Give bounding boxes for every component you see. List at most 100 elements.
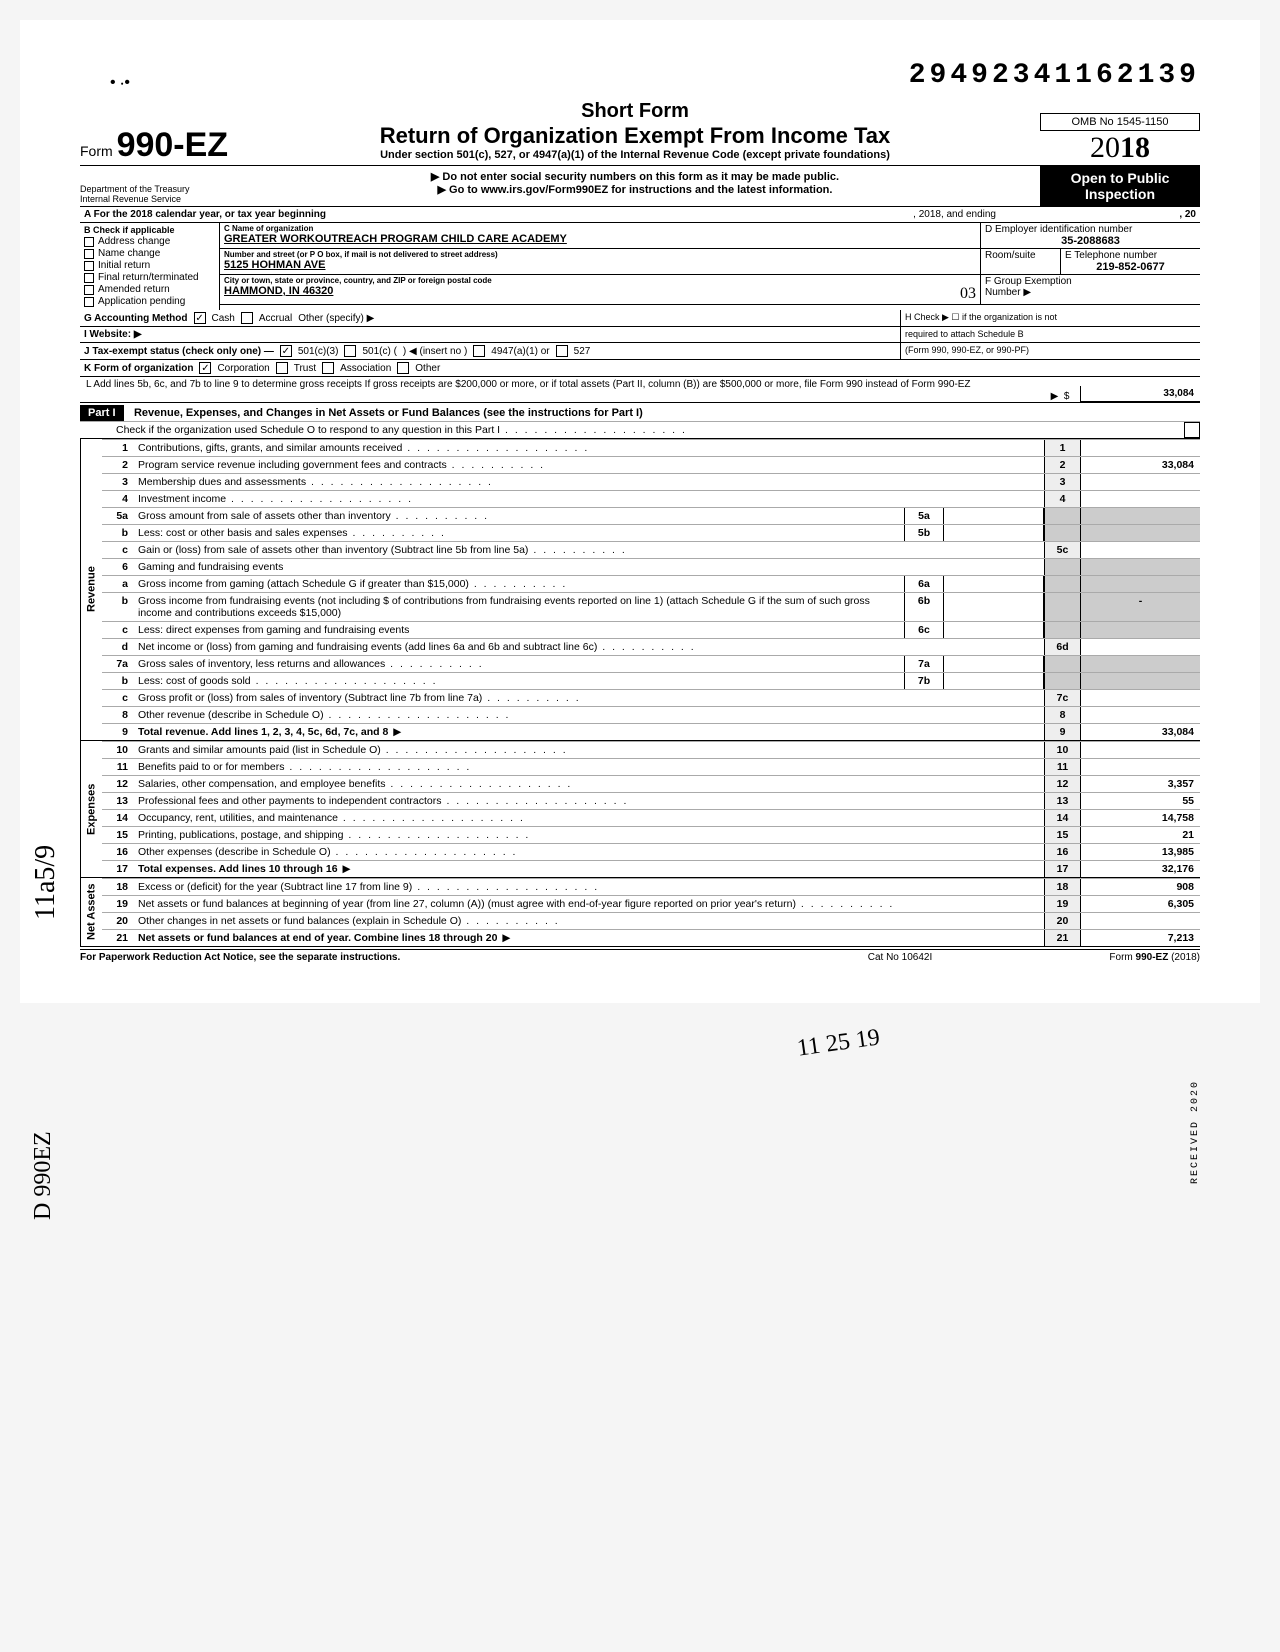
- dept-cell: Department of the Treasury Internal Reve…: [80, 166, 230, 206]
- chk-final-return[interactable]: Final return/terminated: [84, 272, 215, 283]
- margin-note-2: D 990EZ: [30, 1131, 57, 1220]
- d-ein: D Employer identification number 35-2088…: [980, 223, 1200, 248]
- chk-name-change[interactable]: Name change: [84, 248, 215, 259]
- f-label: F Group Exemption: [985, 276, 1196, 287]
- part1-title: Revenue, Expenses, and Changes in Net As…: [134, 407, 643, 419]
- side-revenue: Revenue: [80, 439, 102, 740]
- l-text: L Add lines 5b, 6c, and 7b to line 9 to …: [80, 377, 1040, 402]
- chk-trust[interactable]: [276, 362, 288, 374]
- h-text1: H Check ▶ ☐ if the organization is not: [905, 312, 1196, 323]
- name-block: B Check if applicable Address change Nam…: [80, 223, 1200, 310]
- chk-app-pending[interactable]: Application pending: [84, 296, 215, 307]
- line-12: 12Salaries, other compensation, and empl…: [102, 775, 1200, 792]
- chk-cash[interactable]: ✓: [194, 312, 206, 324]
- short-form-label: Short Form: [230, 100, 1040, 123]
- chk-other[interactable]: [397, 362, 409, 374]
- dept-line2: Internal Revenue Service: [80, 194, 230, 204]
- form-label: Form: [80, 143, 113, 159]
- chk-501c3[interactable]: ✓: [280, 345, 292, 357]
- c-label: C Name of organization: [224, 224, 976, 233]
- l-value: 33,084: [1080, 386, 1200, 402]
- line-a-mid: , 2018, and ending: [909, 207, 1000, 222]
- line-4: 4Investment income4: [102, 490, 1200, 507]
- line-18: 18Excess or (deficit) for the year (Subt…: [102, 878, 1200, 895]
- inspect-line1: Open to Public: [1042, 170, 1198, 186]
- line-7a: 7aGross sales of inventory, less returns…: [102, 655, 1200, 672]
- form-990ez-page: • ⸳• 29492341162139 Form 990-EZ Short Fo…: [20, 20, 1260, 1003]
- i-label: I Website: ▶: [84, 329, 142, 340]
- line-6c: cLess: direct expenses from gaming and f…: [102, 621, 1200, 638]
- netassets-section: Net Assets 18Excess or (deficit) for the…: [80, 877, 1200, 947]
- part1-badge: Part I: [80, 405, 124, 421]
- line-6: 6Gaming and fundraising events: [102, 558, 1200, 575]
- form-number-cell: Form 990-EZ: [80, 126, 230, 165]
- subtitle: Under section 501(c), 527, or 4947(a)(1)…: [230, 149, 1040, 161]
- line-5a: 5aGross amount from sale of assets other…: [102, 507, 1200, 524]
- omb-number: OMB No 1545-1150: [1040, 113, 1200, 131]
- header-row2: Department of the Treasury Internal Reve…: [80, 166, 1200, 207]
- row-l: L Add lines 5b, 6c, and 7b to line 9 to …: [80, 377, 1200, 403]
- column-cdef: C Name of organization GREATER WORKOUTRE…: [220, 223, 1200, 310]
- line-17: 17Total expenses. Add lines 10 through 1…: [102, 860, 1200, 877]
- line-14: 14Occupancy, rent, utilities, and mainte…: [102, 809, 1200, 826]
- form-number: Form 990-EZ: [80, 143, 228, 159]
- ogden-stamp: RECEIVED 2020: [1190, 1080, 1201, 1184]
- chk-assoc[interactable]: [322, 362, 334, 374]
- title-cell: Short Form Return of Organization Exempt…: [230, 100, 1040, 165]
- org-name: GREATER WORKOUTREACH PROGRAM CHILD CARE …: [224, 233, 976, 245]
- form-no: 990-EZ: [117, 126, 229, 164]
- line-11: 11Benefits paid to or for members11: [102, 758, 1200, 775]
- dln-number: 29492341162139: [909, 60, 1200, 91]
- header-right: OMB No 1545-1150 2018: [1040, 113, 1200, 165]
- footer-center: Cat No 10642I: [800, 952, 1000, 963]
- line-16: 16Other expenses (describe in Schedule O…: [102, 843, 1200, 860]
- footer: For Paperwork Reduction Act Notice, see …: [80, 949, 1200, 963]
- warn2: ▶ Go to www.irs.gov/Form990EZ for instru…: [230, 183, 1040, 196]
- chk-527[interactable]: [556, 345, 568, 357]
- address-cell: Number and street (or P O box, if mail i…: [220, 249, 980, 274]
- year-bold: 18: [1120, 131, 1150, 164]
- side-expenses: Expenses: [80, 741, 102, 877]
- line-19: 19Net assets or fund balances at beginni…: [102, 895, 1200, 912]
- chk-amended[interactable]: Amended return: [84, 284, 215, 295]
- b-header: B Check if applicable: [84, 225, 215, 235]
- phone-value: 219-852-0677: [1065, 261, 1196, 273]
- initials-mark: 03: [960, 285, 976, 303]
- part1-check-row: Check if the organization used Schedule …: [80, 421, 1200, 438]
- chk-initial-return[interactable]: Initial return: [84, 260, 215, 271]
- line-3: 3Membership dues and assessments3: [102, 473, 1200, 490]
- e-label: E Telephone number: [1065, 250, 1196, 261]
- e-phone: E Telephone number 219-852-0677: [1060, 249, 1200, 274]
- line-6d: dNet income or (loss) from gaming and fu…: [102, 638, 1200, 655]
- h-text3: (Form 990, 990-EZ, or 990-PF): [900, 343, 1200, 359]
- ornament: • ⸳•: [110, 70, 130, 92]
- h-text2: required to attach Schedule B: [900, 327, 1200, 342]
- chk-4947[interactable]: [473, 345, 485, 357]
- warn1: ▶ Do not enter social security numbers o…: [230, 170, 1040, 183]
- chk-address-change[interactable]: Address change: [84, 236, 215, 247]
- line-2: 2Program service revenue including gover…: [102, 456, 1200, 473]
- footer-right: Form 990-EZ (2018): [1000, 952, 1200, 963]
- row-g: G Accounting Method ✓Cash Accrual Other …: [80, 310, 1200, 327]
- g-label: G Accounting Method: [84, 313, 188, 324]
- chk-accrual[interactable]: [241, 312, 253, 324]
- city-value: HAMMOND, IN 46320: [224, 285, 333, 303]
- g-other: Other (specify) ▶: [298, 313, 374, 324]
- line-1: 1Contributions, gifts, grants, and simil…: [102, 439, 1200, 456]
- row-k: K Form of organization ✓Corporation Trus…: [80, 360, 1200, 377]
- f-label2: Number ▶: [985, 287, 1196, 298]
- chk-501c[interactable]: [344, 345, 356, 357]
- addr-value: 5125 HOHMAN AVE: [224, 259, 976, 271]
- k-label: K Form of organization: [84, 363, 193, 374]
- year-prefix: 20: [1090, 131, 1120, 164]
- line-7b: bLess: cost of goods sold7b: [102, 672, 1200, 689]
- row-i: I Website: ▶ required to attach Schedule…: [80, 327, 1200, 343]
- expenses-section: Expenses 10Grants and similar amounts pa…: [80, 740, 1200, 877]
- addr-label: Number and street (or P O box, if mail i…: [224, 250, 976, 259]
- revenue-section: Revenue 1Contributions, gifts, grants, a…: [80, 438, 1200, 740]
- chk-corp[interactable]: ✓: [199, 362, 211, 374]
- city-cell: City or town, state or province, country…: [220, 275, 980, 304]
- part1-header: Part I Revenue, Expenses, and Changes in…: [80, 403, 1200, 421]
- d-label: D Employer identification number: [985, 224, 1196, 235]
- ein-value: 35-2088683: [985, 235, 1196, 247]
